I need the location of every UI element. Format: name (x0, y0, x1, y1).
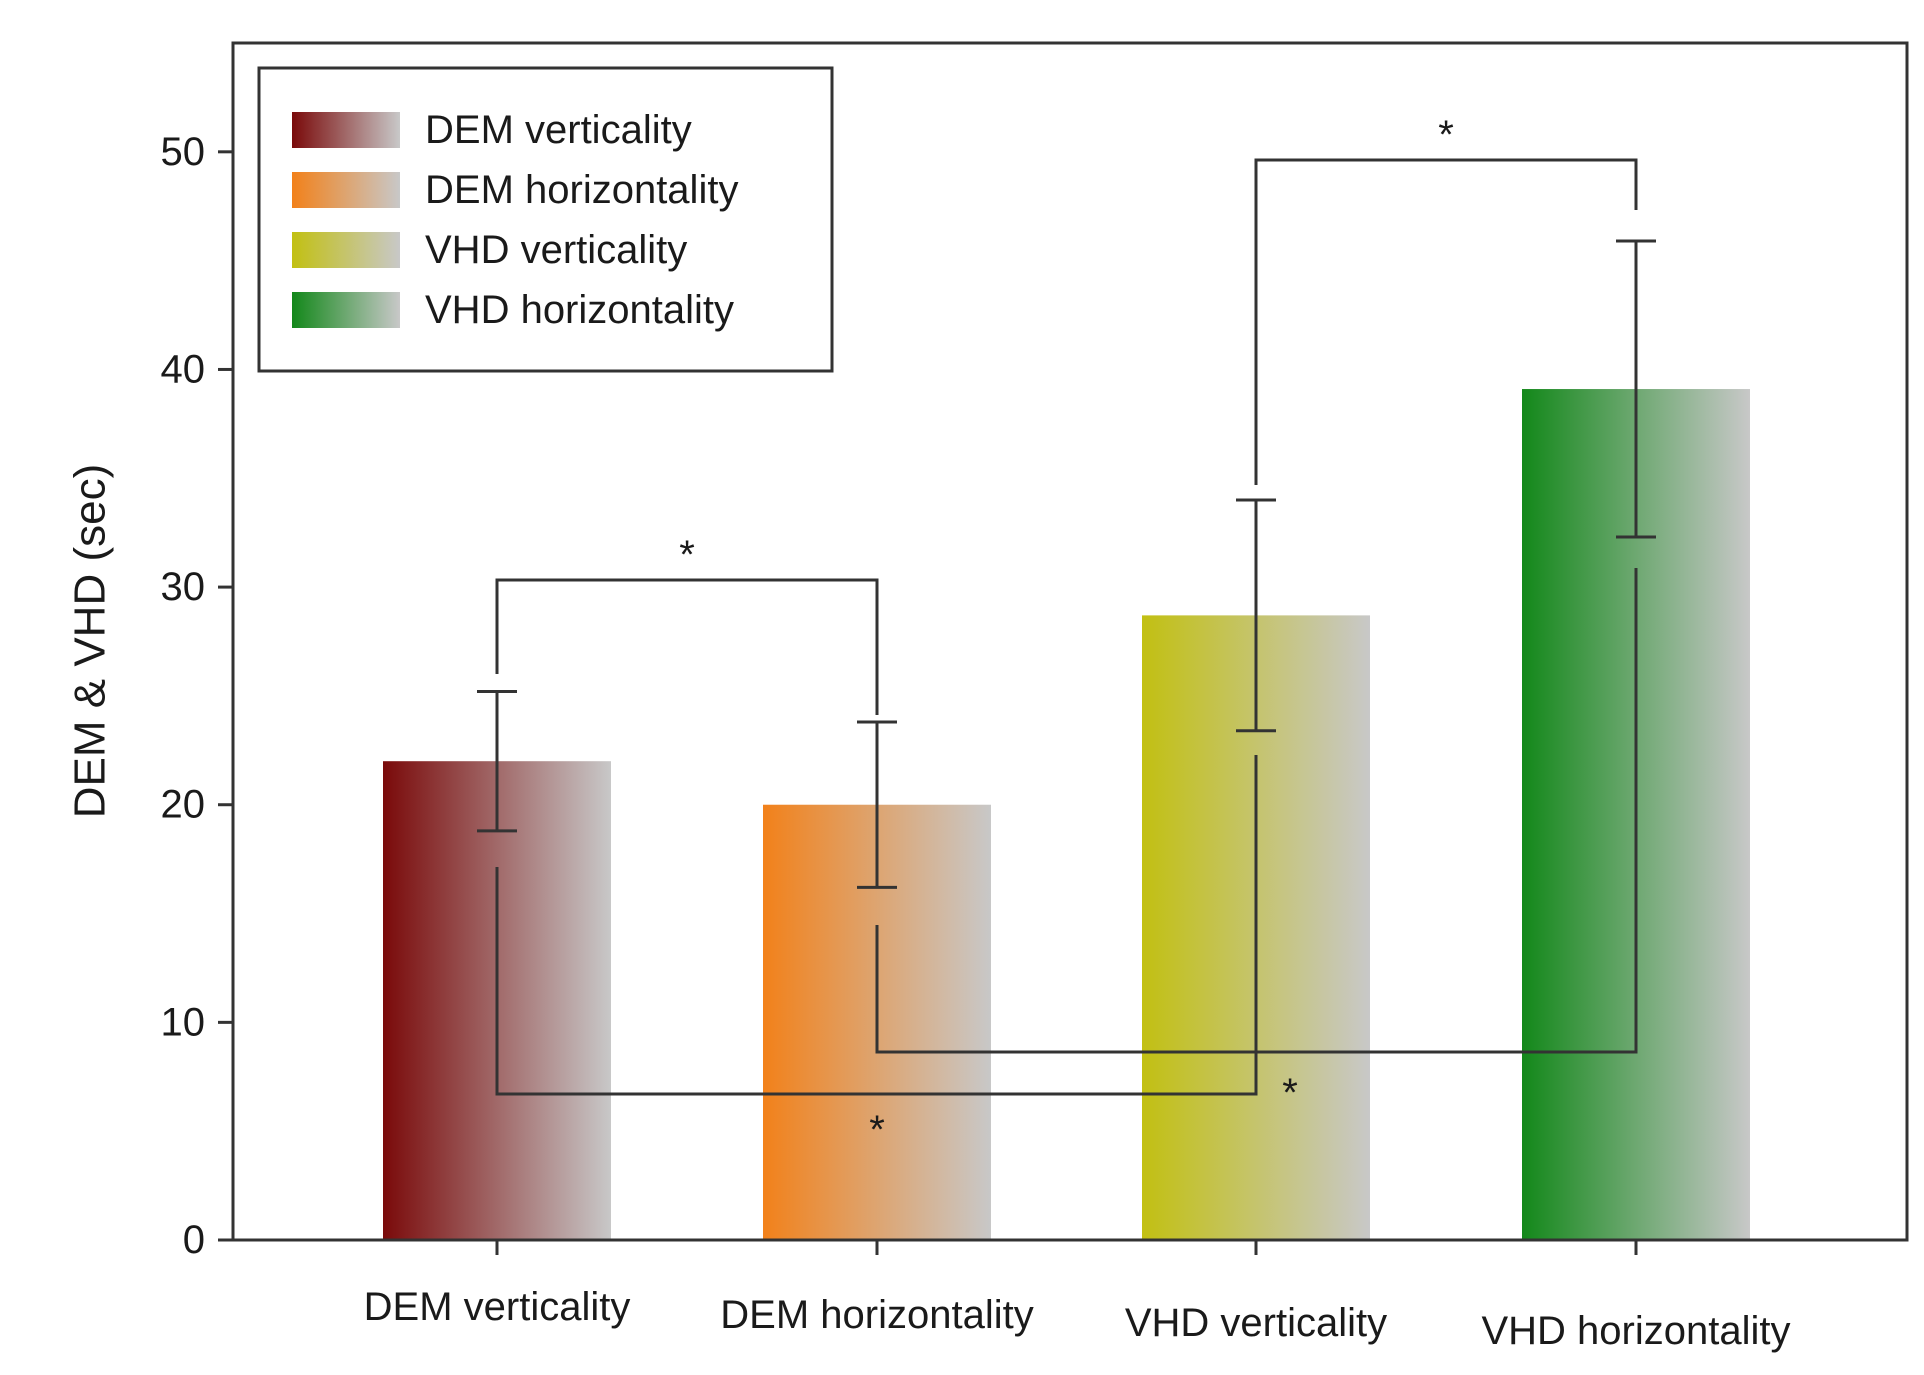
legend-swatch (292, 112, 400, 148)
y-axis-label: DEM & VHD (sec) (66, 464, 115, 818)
x-labels-layer: DEM verticality DEM horizontality VHD vert… (364, 1285, 1791, 1353)
error-bar (857, 720, 897, 889)
y-tick-label: 50 (161, 130, 206, 174)
significance-bracket: * (1254, 113, 1638, 485)
y-tick-label: 30 (161, 565, 206, 609)
x-tick-label: DEM horizontality (720, 1293, 1033, 1337)
legend-label: VHD horizontality (425, 288, 734, 332)
significance-marker: * (1438, 113, 1454, 157)
legend-swatch (292, 232, 400, 268)
legend-label: DEM verticality (425, 108, 692, 152)
y-tick-label: 20 (161, 783, 206, 827)
x-tick-label: DEM verticality (364, 1285, 631, 1329)
x-tick-label: VHD verticality (1125, 1301, 1387, 1345)
bars-layer (383, 389, 1750, 1240)
legend-entry: VHD horizontality (292, 288, 734, 332)
significance-marker: * (869, 1108, 885, 1152)
legend-swatch (292, 172, 400, 208)
significance-bracket: * (875, 568, 1638, 1115)
legend: DEM verticality DEM horizontality VHD vert… (257, 66, 834, 373)
overlay-layer: * * * * (477, 113, 1656, 1152)
y-tick-label: 10 (161, 1000, 206, 1044)
x-tick-label: VHD horizontality (1481, 1309, 1790, 1353)
error-bar (1616, 239, 1656, 539)
plot-frame (231, 41, 1909, 1242)
y-tick-label: 40 (161, 347, 206, 391)
axes-layer: 0 10 20 30 40 50 (161, 41, 1909, 1262)
legend-label: DEM horizontality (425, 168, 738, 212)
significance-marker: * (679, 533, 695, 577)
legend-entry: DEM verticality (292, 108, 692, 152)
error-bar (1236, 498, 1276, 733)
error-bar (477, 690, 517, 833)
y-tick-label: 0 (183, 1218, 205, 1262)
significance-marker: * (1282, 1071, 1298, 1115)
legend-swatch (292, 292, 400, 328)
legend-entry: VHD verticality (292, 228, 687, 272)
legend-entry: DEM horizontality (292, 168, 738, 212)
significance-bracket: * (495, 755, 1258, 1152)
significance-bracket: * (495, 533, 879, 715)
legend-label: VHD verticality (425, 228, 687, 272)
